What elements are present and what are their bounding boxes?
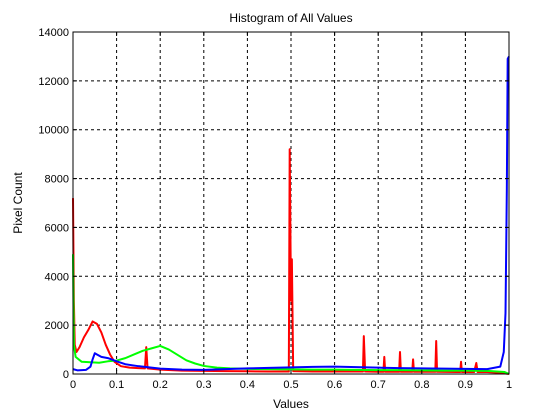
y-tick-label: 4000 — [45, 271, 69, 283]
y-tick-label: 14000 — [38, 27, 69, 39]
x-tick-labels: 0 0.1 0.2 0.3 0.4 0.5 0.6 0.7 0.8 0.9 1 — [70, 379, 512, 391]
x-tick-label: 0.3 — [196, 379, 211, 391]
x-tick-label: 0.6 — [327, 379, 342, 391]
y-tick-label: 2000 — [45, 320, 69, 332]
blue-series-line — [72, 55, 510, 372]
x-tick-label: 1 — [506, 379, 512, 391]
x-tick-label: 0.7 — [371, 379, 386, 391]
tick-marks — [72, 31, 510, 375]
x-tick-label: 0.2 — [153, 379, 168, 391]
y-tick-label: 0 — [63, 369, 69, 381]
y-tick-label: 10000 — [38, 125, 69, 137]
green-series-line — [72, 254, 510, 375]
x-tick-label: 0.1 — [109, 379, 124, 391]
x-tick-label: 0.8 — [414, 379, 429, 391]
y-tick-label: 6000 — [45, 222, 69, 234]
x-axis-label: Values — [273, 397, 309, 411]
x-tick-label: 0.9 — [458, 379, 473, 391]
series-layer — [72, 55, 510, 375]
y-tick-label: 8000 — [45, 174, 69, 186]
chart-title: Histogram of All Values — [229, 11, 352, 25]
y-tick-labels: 0 2000 4000 6000 8000 10000 12000 14000 — [38, 27, 69, 381]
x-tick-label: 0.4 — [240, 379, 255, 391]
x-tick-label: 0.5 — [283, 379, 298, 391]
red-series-line — [72, 148, 510, 375]
x-tick-label: 0 — [70, 379, 76, 391]
y-tick-label: 12000 — [38, 76, 69, 88]
y-axis-label: Pixel Count — [11, 172, 25, 234]
